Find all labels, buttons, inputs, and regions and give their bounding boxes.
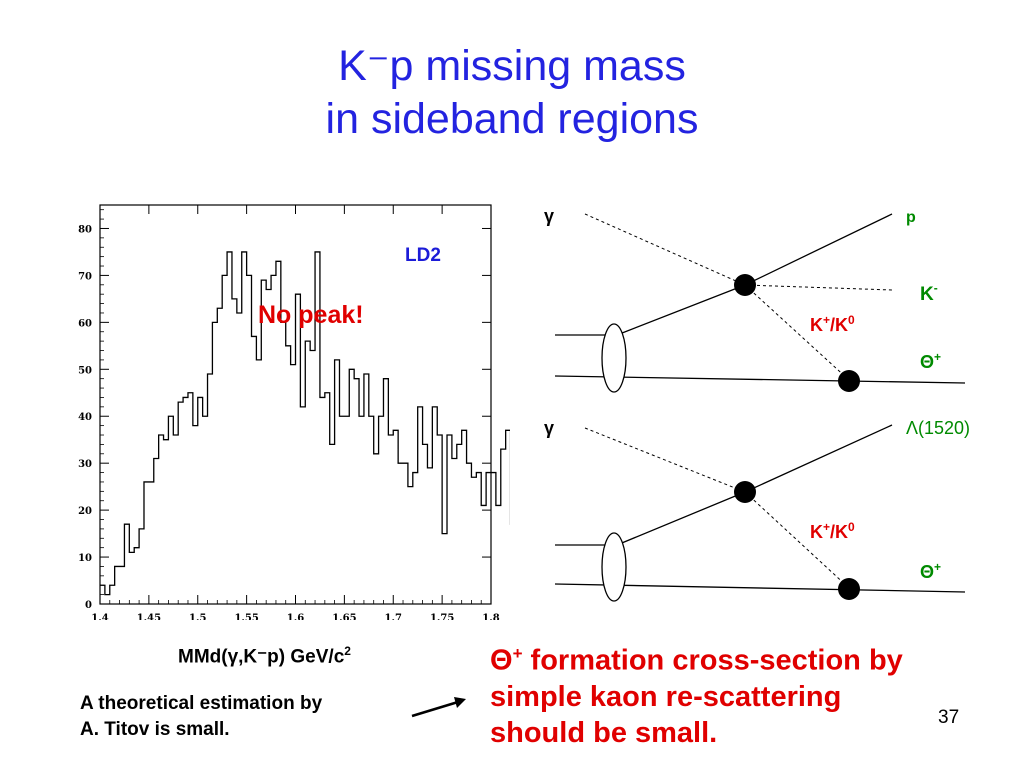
bottom-deuteron-ellipse — [601, 532, 627, 602]
diagram-bottom: γ Λ(1520) K+/K0 Θ+ — [544, 418, 970, 602]
conclusion-line-1: Θ+ formation cross-section by — [490, 636, 903, 679]
y-axis: 0 10 20 30 40 50 60 70 80 — [78, 209, 491, 611]
conclusion-line-1-rest: formation cross-section by — [522, 644, 903, 677]
page-number: 37 — [938, 707, 960, 728]
y-tick-label: 80 — [78, 224, 92, 235]
x-tick-label: 1.6 — [287, 613, 304, 620]
x-tick-label: 1.45 — [137, 613, 161, 620]
x-tick-label: 1.65 — [332, 613, 356, 620]
histogram-line — [100, 251, 510, 596]
y-tick-label: 70 — [78, 271, 92, 282]
top-exchange-label: K+/K0 — [810, 313, 855, 335]
top-proton-label: p — [906, 209, 916, 226]
conclusion-text: Θ+ formation cross-section by simple kao… — [490, 636, 903, 751]
top-proton-in-line — [616, 284, 746, 336]
bottom-theta-sup: + — [934, 560, 941, 574]
y-tick-label: 60 — [78, 318, 92, 329]
theory-note: A theoretical estimation by A. Titov is … — [80, 691, 322, 743]
x-tick-label: 1.55 — [234, 613, 258, 620]
top-exchange-sup1: + — [823, 313, 830, 327]
top-kminus-sup: - — [934, 281, 938, 295]
x-axis-title-sup: 2 — [344, 644, 351, 658]
x-tick-label: 1.7 — [385, 613, 402, 620]
x-axis-title: MMd(γ,K⁻p) GeV/c2 — [178, 644, 351, 668]
top-gamma-label: γ — [544, 206, 554, 226]
bottom-photon-line — [584, 427, 746, 493]
bottom-theta-label: Θ+ — [920, 560, 941, 582]
bottom-upper-vertex — [734, 481, 756, 503]
top-exchange-k: K — [810, 315, 823, 335]
bottom-theta-main: Θ — [920, 562, 934, 582]
conclusion-line-2: simple kaon re-scattering — [490, 680, 842, 713]
bottom-lambda-line — [744, 424, 893, 493]
y-tick-label: 40 — [78, 412, 92, 423]
top-proton-out-line — [744, 213, 893, 286]
bottom-lambda-label: Λ(1520) — [906, 418, 970, 438]
bottom-exchange-rest: /K — [830, 522, 848, 542]
x-axis-title-text: MMd(γ,K⁻p) GeV/c — [178, 646, 345, 668]
target-label: LD2 — [405, 245, 441, 266]
y-tick-label: 10 — [78, 553, 92, 564]
no-peak-annotation: No peak! — [258, 301, 364, 329]
slide-title: K⁻p missing mass in sideband regions — [0, 40, 1024, 146]
x-axis: 1.4 1.45 1.5 1.55 1.6 1.65 1.7 1.75 1.8 — [91, 205, 500, 620]
top-lower-vertex — [838, 370, 860, 392]
y-tick-label: 20 — [78, 506, 92, 517]
bottom-exchange-k: K — [810, 522, 823, 542]
y-tick-label: 0 — [85, 600, 92, 611]
conclusion-line-3: should be small. — [490, 716, 718, 749]
top-exchange-rest: /K — [830, 315, 848, 335]
bottom-exchange-sup2: 0 — [848, 520, 855, 534]
top-kminus-main: K — [920, 284, 934, 305]
top-photon-line — [584, 213, 746, 286]
x-tick-label: 1.4 — [91, 613, 108, 620]
bottom-exchange-sup1: + — [823, 520, 830, 534]
bottom-gamma-label: γ — [544, 418, 554, 438]
title-line-2: in sideband regions — [325, 95, 699, 143]
theory-note-line-1: A theoretical estimation by — [80, 693, 323, 714]
top-deuteron-ellipse — [601, 323, 627, 393]
x-tick-label: 1.5 — [189, 613, 206, 620]
conclusion-theta-sup: + — [512, 644, 523, 663]
y-tick-label: 30 — [78, 459, 92, 470]
bottom-exchange-label: K+/K0 — [810, 520, 855, 542]
arrow-icon — [411, 697, 466, 718]
reaction-diagrams: γ p K- K+/K0 Θ+ γ Λ(1520) K+/K0 Θ+ — [544, 206, 970, 602]
top-theta-main: Θ — [920, 352, 934, 372]
x-tick-label: 1.8 — [482, 613, 499, 620]
top-theta-sup: + — [934, 350, 941, 364]
top-exchange-sup2: 0 — [848, 313, 855, 327]
theory-note-line-2: A. Titov is small. — [80, 719, 230, 740]
bottom-proton-in-line — [616, 491, 746, 546]
x-tick-label: 1.75 — [430, 613, 454, 620]
top-theta-label: Θ+ — [920, 350, 941, 372]
top-upper-vertex — [734, 274, 756, 296]
y-tick-label: 50 — [78, 365, 92, 376]
conclusion-theta: Θ — [490, 644, 513, 677]
top-kminus-label: K- — [920, 281, 938, 305]
bottom-lower-vertex — [838, 578, 860, 600]
diagram-top: γ p K- K+/K0 Θ+ — [544, 206, 966, 393]
top-kminus-line — [744, 284, 893, 291]
title-line-1: K⁻p missing mass — [338, 42, 686, 90]
